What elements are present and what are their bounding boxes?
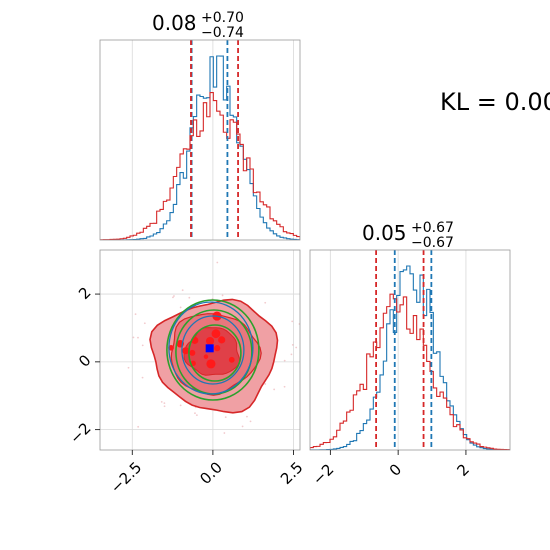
scatter-point (224, 416, 227, 419)
panel-joint: −2.5 0.0 2.5 2 0 −2 (66, 249, 307, 497)
scatter-point (264, 383, 267, 385)
scatter-point (291, 320, 294, 323)
green-contour-inner (188, 324, 242, 382)
panel-param2-marginal: 0.05 +0.67 −0.67 −2 0 2 (309, 220, 511, 489)
m2-title-plus: +0.67 (411, 220, 454, 236)
scatter-point (137, 425, 140, 428)
scatter-point (194, 412, 196, 415)
scatter-point (143, 322, 146, 325)
scatter-point (132, 336, 135, 339)
red-dense-dot (189, 349, 196, 356)
scatter-point (295, 346, 298, 349)
joint-y-ticks: 2 0 −2 (66, 283, 100, 447)
scatter-point (221, 294, 224, 297)
histogram-red (310, 293, 510, 450)
m2-histograms (310, 265, 510, 450)
red-dense-dot (211, 329, 221, 339)
joint-y-tick-label-2: −2 (66, 419, 94, 447)
scatter-point (160, 400, 163, 403)
m2-grid (329, 250, 467, 450)
scatter-point (216, 261, 219, 264)
scatter-point (241, 425, 244, 428)
m2-quantile-lines (375, 250, 433, 450)
scatter-point (290, 353, 293, 356)
joint-x-tick-label-1: 0.0 (196, 458, 226, 488)
scatter-point (163, 402, 166, 405)
scatter-point (291, 343, 294, 346)
truth-point-marker (205, 344, 214, 353)
m2-tick-label-0: −2 (309, 460, 337, 488)
blue-contour-inner (181, 315, 245, 385)
m2-tick-label-1: 0 (386, 460, 405, 479)
m1-quantile-lines (190, 40, 239, 240)
scatter-point (141, 344, 144, 347)
m2-x-ticks: −2 0 2 (309, 450, 473, 489)
joint-x-tick-label-2: 2.5 (277, 458, 307, 488)
red-dense-dot (168, 344, 174, 351)
m1-frame (99, 39, 301, 241)
scatter-point (273, 388, 276, 391)
scatter-point (137, 336, 139, 339)
joint-y-tick-label-0: 2 (75, 283, 94, 302)
m2-frame (309, 249, 511, 451)
joint-contours (149, 298, 279, 414)
red-dense-dot (214, 345, 221, 352)
joint-y-tick-label-1: 0 (75, 351, 94, 370)
joint-x-tick-label-0: −2.5 (107, 458, 145, 496)
scatter-point (134, 313, 137, 316)
scatter-point (181, 289, 184, 292)
joint-frame (99, 249, 301, 451)
red-dense-dot (203, 354, 209, 359)
scatter-point (264, 301, 267, 304)
scatter-point (195, 414, 198, 417)
scatter-point (249, 420, 252, 423)
scatter-point (141, 376, 144, 379)
green-contour-outer (166, 299, 260, 401)
m2-title-median: 0.05 (362, 221, 407, 245)
scatter-point (283, 359, 286, 362)
m2-title-minus: −0.67 (411, 235, 454, 251)
scatter-point (127, 366, 130, 369)
blue-contour-outer (168, 301, 254, 395)
red-dense-dot (182, 347, 190, 355)
scatter-point (179, 306, 182, 309)
m1-title-minus: −0.74 (201, 25, 244, 41)
red-dense-dot (218, 336, 226, 344)
scatter-point (179, 404, 182, 407)
scatter-point (173, 295, 175, 297)
scatter-point (163, 405, 166, 408)
red-dense-dot (205, 336, 215, 346)
m1-histograms (100, 55, 300, 240)
red-dense-dot (206, 359, 216, 369)
joint-x-ticks: −2.5 0.0 2.5 (107, 450, 307, 497)
red-dense-dot (228, 356, 235, 363)
histogram-red (100, 92, 300, 240)
m1-title-median: 0.08 (152, 11, 197, 35)
scatter-point (188, 296, 191, 299)
kl-label: KL = 0.00 (440, 88, 550, 116)
panel-param1-marginal: 0.08 +0.70 −0.74 (99, 10, 301, 241)
scatter-point (223, 432, 226, 434)
scatter-point (283, 385, 286, 388)
m1-title-plus: +0.70 (201, 10, 244, 26)
scatter-point (246, 415, 248, 418)
histogram-blue (310, 265, 510, 450)
scatter-point (172, 296, 174, 299)
m2-tick-label-2: 2 (454, 460, 473, 479)
